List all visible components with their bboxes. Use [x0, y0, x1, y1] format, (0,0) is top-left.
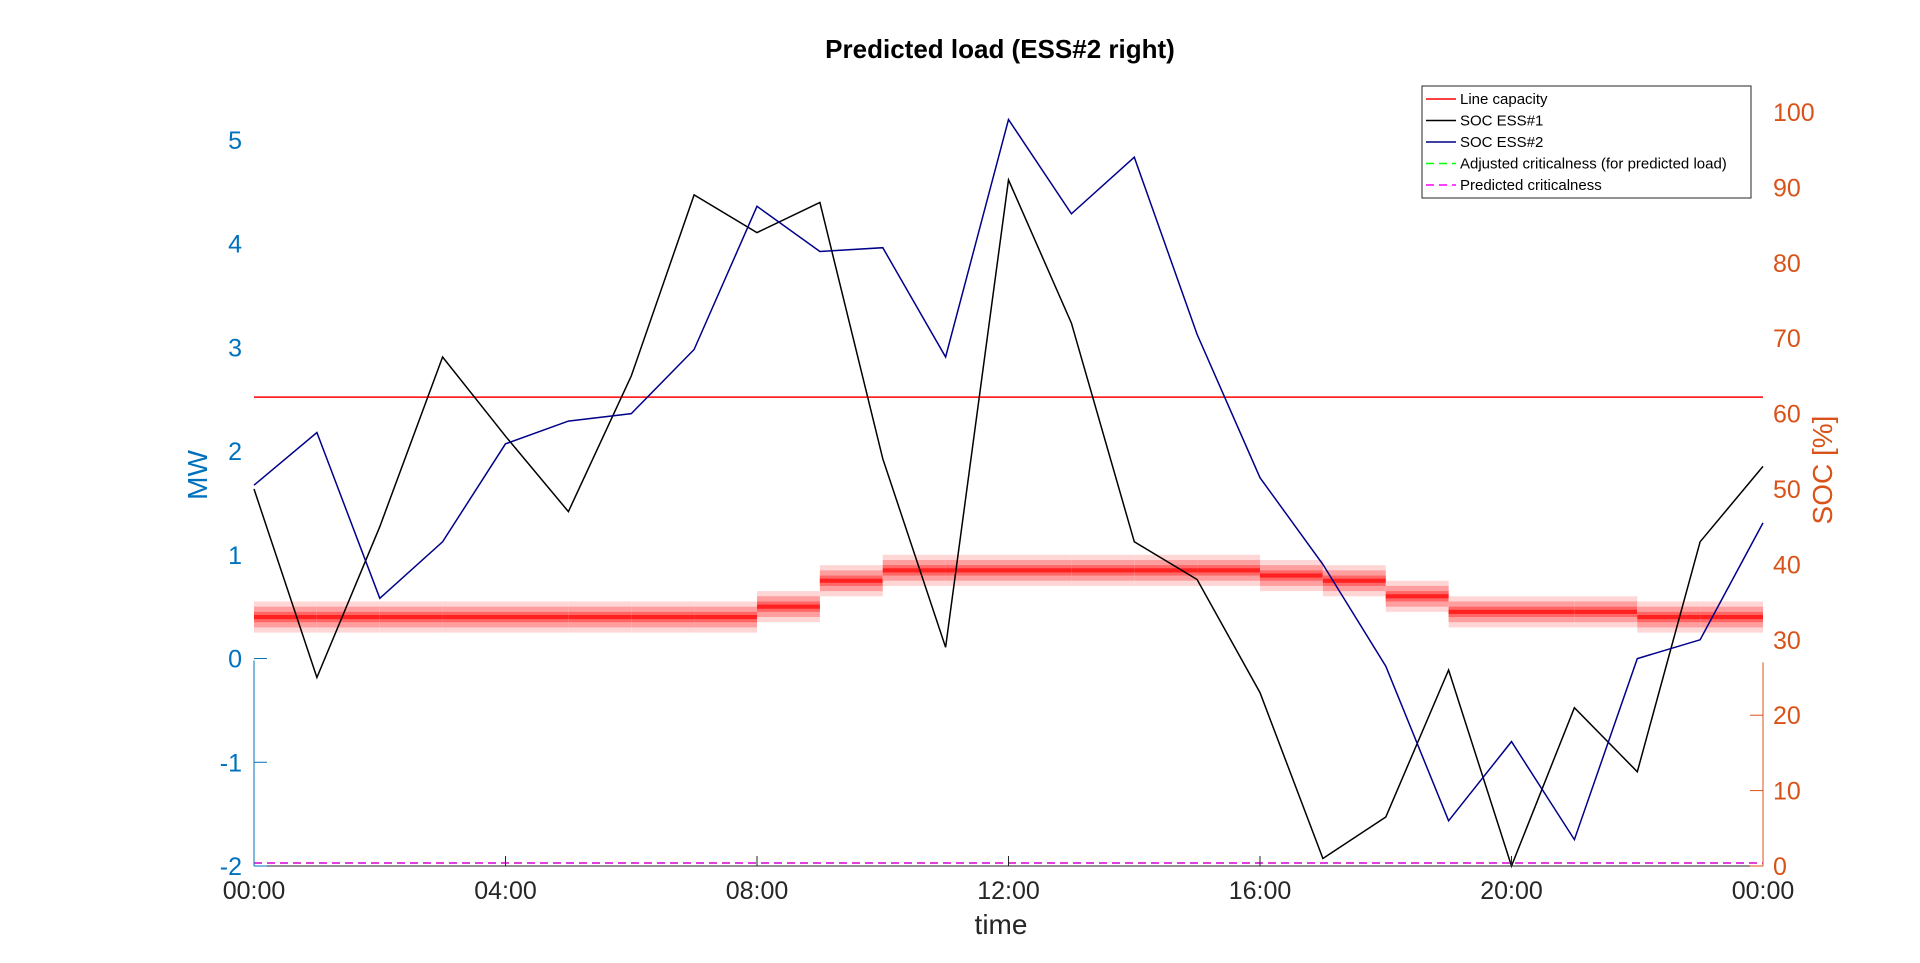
x-tick-label-6: 00:00	[1732, 877, 1795, 905]
y-right-tick-label-0: 0	[1773, 853, 1787, 881]
y-right-tick-label-10: 100	[1773, 99, 1815, 127]
series-line-2	[253, 117, 1764, 842]
band-rect-h7-l3	[694, 614, 757, 620]
band-rect-h1-l3	[316, 614, 380, 620]
predicted-load-band	[254, 554, 1763, 633]
band-rect-h11-l3	[945, 568, 1009, 573]
legend-label-0: Line capacity	[1460, 91, 1548, 108]
x-tick-label-5: 20:00	[1480, 877, 1543, 905]
band-rect-h4-l3	[505, 614, 569, 620]
band-rect-h16-l3	[1260, 573, 1323, 578]
y-left-tick-label-2: 0	[228, 646, 242, 674]
y-right-tick-label-2: 20	[1773, 702, 1801, 730]
y-right-tick-label-5: 50	[1773, 476, 1801, 504]
x-tick-label-0: 00:00	[223, 877, 286, 905]
chart-title: Predicted load (ESS#2 right)	[825, 34, 1175, 64]
y-left-tick-label-0: -2	[220, 853, 242, 881]
y-left-tick-label-6: 4	[228, 231, 242, 259]
x-axis-label: time	[975, 909, 1028, 940]
band-rect-h21-l3	[1574, 609, 1638, 614]
band-rect-h2-l3	[379, 614, 443, 620]
y-left-tick-label-3: 1	[228, 542, 242, 570]
x-tick-label-1: 04:00	[474, 877, 537, 905]
y-left-tick-label-5: 3	[228, 334, 242, 362]
band-rect-h8-l3	[757, 604, 820, 609]
band-rect-h13-l3	[1071, 568, 1135, 573]
x-tick-label-3: 12:00	[977, 877, 1040, 905]
y-right-tick-label-8: 80	[1773, 250, 1801, 278]
legend-label-1: SOC ESS#1	[1460, 113, 1543, 130]
y-right-tick-label-6: 60	[1773, 401, 1801, 429]
axes: 00:00 04:00 08:00 12:00 16:00 20:00 00:00-2-10…	[220, 99, 1815, 905]
band-rect-h18-l3	[1385, 594, 1449, 599]
y-right-tick-label-9: 90	[1773, 174, 1801, 202]
y-right-tick-label-4: 40	[1773, 551, 1801, 579]
band-rect-h0-l3	[254, 614, 317, 620]
band-rect-h5-l3	[568, 614, 632, 620]
legend-label-3: Adjusted criticalness (for predicted loa…	[1460, 156, 1727, 173]
legend-label-2: SOC ESS#2	[1460, 134, 1543, 151]
band-rect-h12-l3	[1008, 568, 1072, 573]
legend-box	[1421, 85, 1752, 199]
y-right-tick-label-1: 10	[1773, 778, 1801, 806]
legend: Line capacity SOC ESS#1 SOC ESS#2 Adjusted …	[1421, 85, 1752, 199]
band-rect-h6-l3	[631, 614, 695, 620]
y-right-tick-label-3: 30	[1773, 627, 1801, 655]
band-rect-h23-l3	[1700, 614, 1763, 620]
y-left-tick-label-4: 2	[228, 438, 242, 466]
x-tick-label-2: 08:00	[726, 877, 789, 905]
band-rect-h10-l3	[882, 568, 946, 573]
band-rect-h22-l3	[1637, 614, 1701, 620]
band-rect-h15-l3	[1197, 568, 1260, 573]
legend-label-4: Predicted criticalness	[1460, 177, 1602, 194]
y-axis-label-right: SOC [%]	[1807, 416, 1838, 525]
band-rect-h17-l3	[1322, 578, 1386, 583]
band-rect-h14-l3	[1134, 568, 1198, 573]
band-rect-h20-l3	[1511, 609, 1575, 614]
band-rect-h3-l3	[442, 614, 506, 620]
y-left-tick-label-7: 5	[228, 127, 242, 155]
y-left-tick-label-1: -1	[220, 749, 242, 777]
y-axis-label-left: MW	[182, 450, 213, 500]
x-tick-label-4: 16:00	[1229, 877, 1292, 905]
y-right-tick-label-7: 70	[1773, 325, 1801, 353]
band-rect-h19-l3	[1448, 609, 1512, 614]
band-rect-h9-l3	[819, 578, 883, 583]
